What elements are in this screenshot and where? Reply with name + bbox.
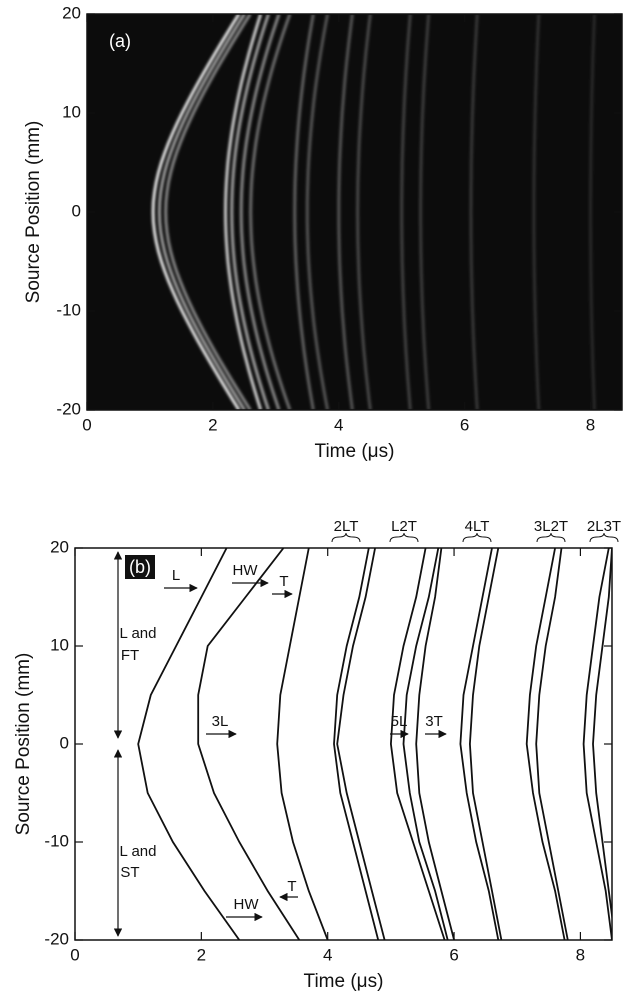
wavefront [337,14,354,410]
x-tick-label: 6 [449,945,458,964]
y-tick-label: 10 [62,102,81,121]
wavefront [419,14,431,410]
y-tick-label: 10 [50,635,69,654]
panel-label: (a) [109,31,131,51]
annotation: L and [120,625,157,642]
annotation: 4LT [465,518,490,535]
annotation: 3L [212,713,229,730]
arrival-curve [336,548,386,940]
annotation: FT [121,647,139,664]
axes-frame [74,547,613,941]
wavefront [249,14,292,410]
arrival-curve [276,548,329,940]
image-background [87,14,622,410]
image-texture [151,14,596,410]
x-tick-label: 0 [82,415,91,434]
annotation: 5L [391,713,408,730]
arrival-curve [592,548,612,923]
arrival-curve [582,548,612,940]
annotation: 2LT [334,518,359,535]
brace [589,532,619,543]
y-axis-label: Source Position (mm) [23,121,44,304]
x-tick-label: 8 [586,415,595,434]
annotation: L2T [391,518,417,535]
y-tick-label: -20 [44,929,69,948]
wavefront [151,14,241,410]
wavefront [469,14,479,410]
plot-area [137,548,612,940]
y-tick-label: -10 [44,831,69,850]
annotation: L and [120,843,157,860]
wavefront [356,14,372,410]
x-tick-label: 6 [460,415,469,434]
brace [462,532,492,543]
y-tick-label: 20 [62,3,81,22]
brace [389,532,419,543]
x-tick-label: 4 [334,415,343,434]
y-tick-label: 0 [60,733,69,752]
arrival-curve [137,548,241,940]
wavefront [589,14,596,410]
arrival-curve [535,548,569,940]
wavefront [157,14,246,410]
brace [536,532,566,543]
annotation: 3L2T [534,518,568,535]
annotation: T [287,878,296,895]
annotation: L [172,567,180,584]
wavefront [305,14,330,410]
x-axis-label: Time (μs) [304,971,384,992]
y-tick-label: -20 [56,399,81,418]
x-tick-label: 8 [576,945,585,964]
panel-label: (b) [129,557,151,577]
arrival-curve [402,548,449,940]
arrival-curve [525,548,566,940]
annotation: HW [233,562,259,579]
annotation: HW [234,896,260,913]
y-axis-label: Source Position (mm) [13,653,34,836]
panel-label-box [125,555,155,579]
y-tick-label: -10 [56,300,81,319]
x-tick-label: 2 [197,945,206,964]
annotation: 3T [425,713,443,730]
arrival-curve [389,548,446,940]
plot-area [87,14,622,410]
arrival-curve [415,548,455,940]
wavefront [293,14,315,410]
wavefront [164,14,252,410]
annotation: 2L3T [587,518,621,535]
x-tick-label: 2 [208,415,217,434]
arrival-curve [468,548,503,940]
wavefront [223,14,263,410]
x-axis-label: Time (μs) [315,441,395,462]
annotation: ST [120,864,139,881]
wavefront [532,14,541,410]
wavefront [239,14,281,410]
x-tick-label: 0 [70,945,79,964]
y-tick-label: 0 [72,201,81,220]
annotation: T [279,573,288,590]
wavefront [230,14,270,410]
wavefront [400,14,412,410]
x-tick-label: 4 [323,945,332,964]
y-tick-label: 20 [50,537,69,556]
arrival-curve [197,548,301,940]
brace [331,532,361,543]
arrival-curve [333,548,380,940]
arrival-curve [459,548,500,940]
